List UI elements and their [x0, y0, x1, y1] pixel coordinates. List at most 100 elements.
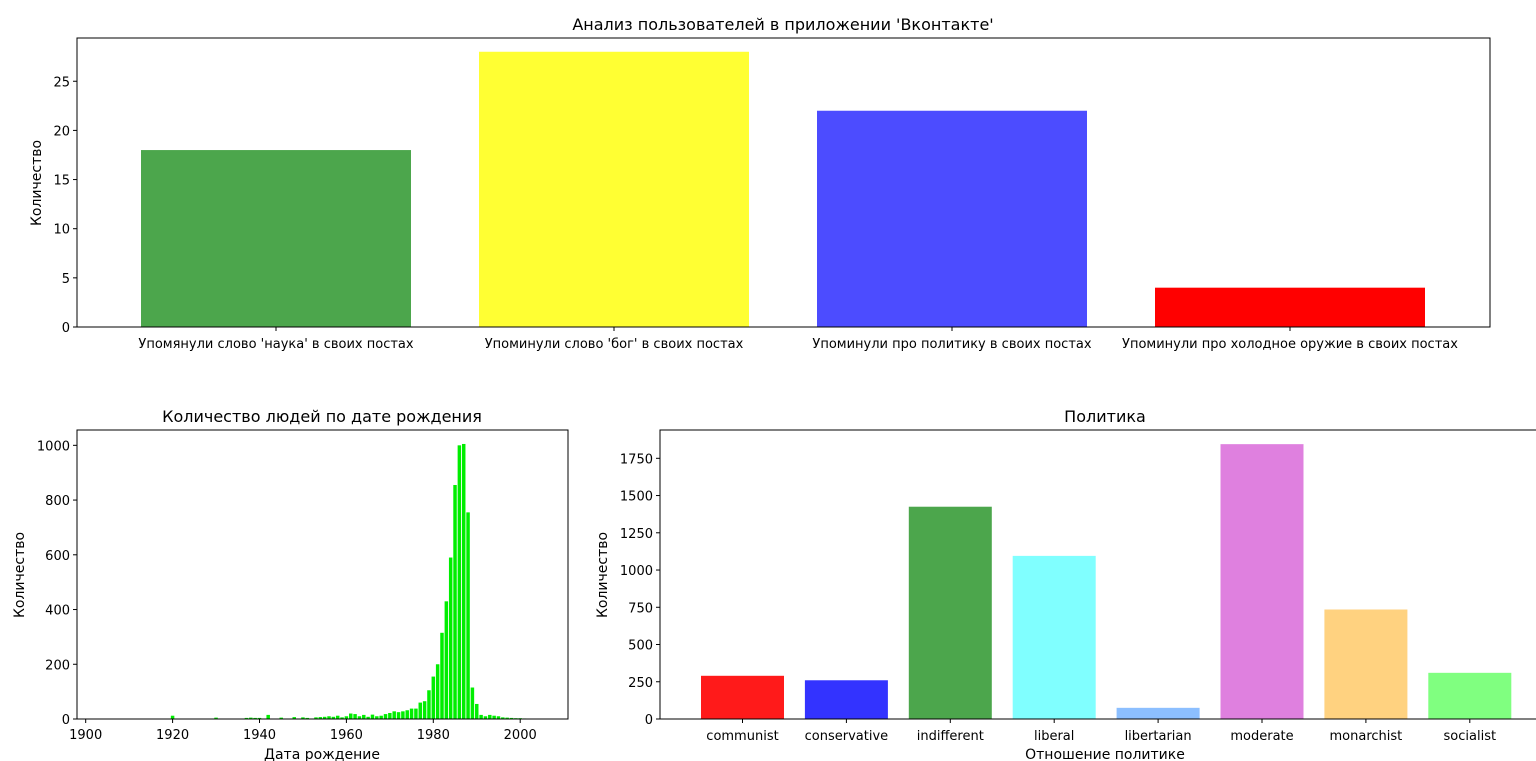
chart-birthyear-ytick-label: 1000: [37, 439, 70, 454]
chart-politics-ytick-label: 1750: [620, 452, 653, 467]
chart-birthyear-bar: [331, 716, 336, 719]
chart-birthyear-bar: [279, 717, 283, 719]
chart-top-xtick-label: Упоминули слово 'бог' в своих постах: [485, 337, 744, 352]
chart-birthyear-bar: [366, 716, 370, 719]
chart-politics-xlabel: Отношение политике: [1025, 747, 1185, 761]
chart-birthyear-bar: [414, 708, 418, 719]
chart-politics-ytick-label: 750: [628, 601, 653, 616]
chart-top-ytick-label: 15: [53, 174, 70, 189]
chart-politics-xtick-label: liberal: [1034, 729, 1074, 744]
chart-top-ytick-label: 5: [62, 272, 70, 287]
chart-birthyear-bar: [244, 717, 249, 719]
chart-birthyear-bar: [422, 701, 427, 719]
chart-birthyear-xlabel: Дата рождение: [264, 747, 380, 761]
chart-birthyear-bar: [383, 714, 388, 719]
chart-birthyear-bar: [322, 716, 327, 719]
chart-politics-bar: [1220, 444, 1304, 719]
chart-birthyear-bar: [457, 445, 462, 719]
chart-birthyear-title: Количество людей по дате рождения: [162, 407, 482, 426]
chart-politics-xtick-label: conservative: [805, 729, 889, 744]
chart-politics-bar: [1324, 609, 1408, 719]
chart-top-ytick-label: 0: [62, 321, 70, 336]
chart-birthyear-ytick-label: 200: [45, 658, 70, 673]
chart-birthyear-bar: [392, 711, 396, 719]
chart-top: Анализ пользователей в приложении 'Вконт…: [29, 15, 1491, 352]
chart-politics-bar: [908, 506, 992, 719]
chart-birthyear-bar: [501, 717, 505, 719]
chart-birthyear-ytick-label: 800: [45, 494, 70, 509]
chart-birthyear-xtick-label: 1960: [330, 728, 363, 743]
chart-birthyear-bar: [396, 712, 401, 719]
chart-birthyear-ylabel: Количество: [12, 532, 28, 618]
chart-birthyear-bar: [349, 713, 353, 719]
chart-birthyear-bar: [470, 687, 475, 719]
chart-birthyear-bar: [409, 708, 414, 719]
chart-top-ytick-label: 20: [53, 124, 70, 139]
chart-birthyear-bar: [461, 443, 466, 719]
chart-politics-axes: [659, 429, 1536, 720]
chart-politics-xtick-label: libertarian: [1125, 729, 1192, 744]
chart-birthyear-xtick-label: 1980: [417, 728, 450, 743]
chart-politics-xtick-label: communist: [706, 729, 778, 744]
chart-birthyear-xtick-label: 1940: [243, 728, 276, 743]
chart-birthyear-bar: [427, 690, 431, 719]
chart-top-axes: [76, 37, 1491, 328]
chart-politics-title: Политика: [1064, 407, 1146, 426]
chart-birthyear-xtick-label: 2000: [504, 728, 537, 743]
chart-birthyear-bar: [340, 717, 344, 719]
chart-politics-xtick-label: indifferent: [917, 729, 984, 744]
chart-birthyear-bar: [301, 717, 305, 719]
chart-politics-bar: [1428, 672, 1512, 719]
chart-politics-ytick-label: 1500: [620, 490, 653, 505]
chart-birthyear-bar: [335, 715, 340, 719]
chart-birthyear-bar: [253, 717, 257, 719]
chart-birthyear-bar: [448, 557, 453, 719]
chart-birthyear-bar: [266, 714, 270, 719]
chart-birthyear-bar: [418, 702, 423, 719]
chart-politics-bar: [701, 675, 784, 719]
chart-birthyear-bar: [405, 710, 409, 719]
chart-top-xtick-label: Упоминули про политику в своих постах: [812, 337, 1091, 352]
chart-politics: Политика Количество Отношение политике 0…: [595, 407, 1536, 761]
chart-birthyear-bar: [483, 716, 488, 719]
chart-birthyear-bar: [435, 664, 440, 719]
chart-birthyear-xtick-label: 1920: [156, 728, 189, 743]
chart-birthyear-bar: [170, 715, 175, 719]
chart-politics-bar: [1116, 707, 1200, 719]
chart-birthyear-bar: [444, 601, 449, 719]
chart-birthyear-bar: [292, 717, 296, 719]
chart-top-bar: [817, 110, 1087, 328]
chart-top-xtick-label: Упомянули слово 'наука' в своих постах: [138, 337, 413, 352]
chart-top-ytick-label: 25: [53, 75, 70, 90]
chart-politics-ytick-label: 250: [628, 676, 653, 691]
chart-birthyear-bar: [475, 703, 479, 719]
chart-birthyear-bar: [353, 714, 357, 719]
chart-politics-xtick-label: monarchist: [1330, 729, 1403, 744]
chart-birthyear-bar: [375, 716, 379, 719]
chart-birthyear-bar: [401, 711, 405, 719]
chart-top-bar: [1155, 287, 1425, 327]
chart-birthyear-bar: [388, 712, 392, 719]
chart-birthyear-bar: [249, 717, 253, 719]
chart-top-bar: [479, 51, 749, 328]
chart-birthyear-bar: [479, 714, 483, 719]
chart-top-ytick-label: 10: [53, 223, 70, 238]
chart-birthyear-bar: [327, 716, 331, 719]
chart-politics-bar: [804, 680, 888, 719]
chart-birthyear-bar: [370, 714, 375, 719]
chart-top-ylabel: Количество: [29, 140, 45, 226]
chart-birthyear-xtick-label: 1900: [69, 728, 102, 743]
chart-politics-ylabel: Количество: [595, 532, 611, 618]
chart-birthyear-bar: [488, 714, 492, 719]
chart-politics-ytick-label: 1000: [620, 564, 653, 579]
chart-birthyear-ytick-label: 0: [62, 713, 70, 728]
chart-birthyear-bar: [505, 717, 509, 719]
chart-birthyear-bar: [509, 717, 514, 719]
chart-birthyear-bar: [257, 717, 262, 719]
chart-top-bar: [141, 150, 411, 327]
chart-politics-xtick-label: moderate: [1230, 729, 1293, 744]
chart-birthyear-bar: [214, 717, 218, 719]
chart-politics-ytick-label: 0: [645, 713, 653, 728]
chart-birthyear-bar: [305, 717, 310, 719]
